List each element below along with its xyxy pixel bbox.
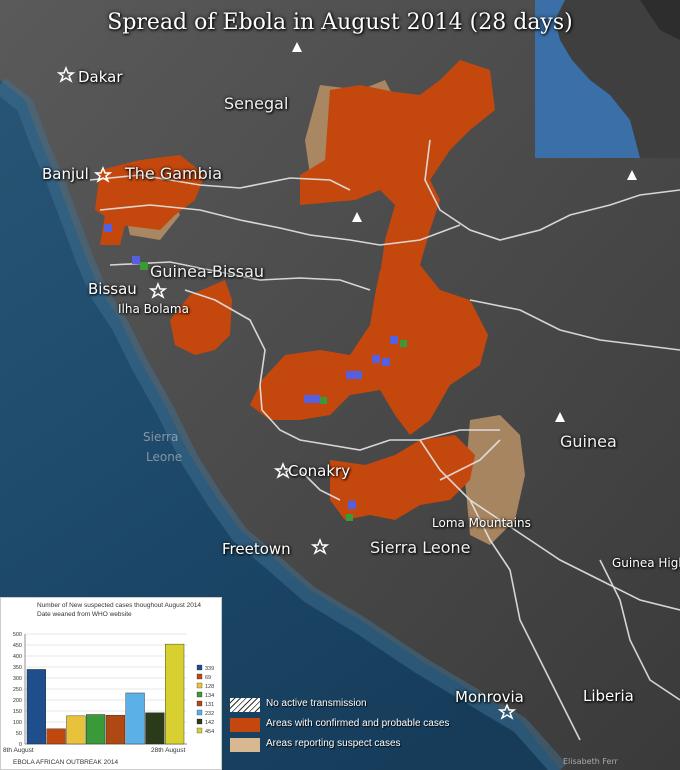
chart-svg: 0 50 100 150 200 250 300 350 400 450 500 339 69 128 13… xyxy=(13,632,214,748)
city-star-icons xyxy=(56,65,517,720)
chart-bar xyxy=(165,643,185,745)
chart-bar xyxy=(105,714,125,745)
label-dakar: Dakar xyxy=(78,68,123,86)
legend-swatch-suspect xyxy=(230,738,260,752)
label-guinea-high: Guinea High xyxy=(612,556,680,570)
chart-legend-swatch xyxy=(196,664,203,671)
chart-bar xyxy=(46,728,66,745)
map-title: Spread of Ebola in August 2014 (28 days) xyxy=(107,10,573,35)
chart-y-tick-label: 200 xyxy=(13,698,22,704)
label-ilha-bolama: Ilha Bolama xyxy=(118,302,189,316)
chart-bar xyxy=(26,669,46,745)
chart-caption: EBOLA AFRICAN OUTBREAK 2014 xyxy=(13,759,119,766)
legend-label-no-transmission: No active transmission xyxy=(266,698,367,709)
country-borders xyxy=(89,139,680,741)
chart-y-tick-label: 400 xyxy=(13,654,22,660)
label-bissau: Bissau xyxy=(88,280,137,298)
label-sierra-leone: Sierra Leone xyxy=(370,538,471,557)
chart-legend-swatch xyxy=(196,718,203,725)
case-markers xyxy=(104,224,407,521)
chart-legend-label: 454 xyxy=(205,729,214,735)
chart-legend-swatch xyxy=(196,709,203,716)
chart-legend-label: 232 xyxy=(205,711,214,717)
chart-legend-swatch xyxy=(196,727,203,734)
legend-label-suspect: Areas reporting suspect cases xyxy=(266,738,401,749)
chart-bar xyxy=(145,712,165,745)
label-guinea-bissau: Guinea-Bissau xyxy=(150,262,265,281)
chart-y-tick-label: 350 xyxy=(13,665,22,671)
chart-y-tick-label: 450 xyxy=(13,643,22,649)
label-banjul: Banjul xyxy=(42,165,89,183)
label-monrovia: Monrovia xyxy=(455,688,524,706)
chart-y-tick-label: 250 xyxy=(13,687,22,693)
chart-x-start-label: 8th August xyxy=(3,747,34,754)
chart-y-tick-label: 300 xyxy=(13,676,22,682)
chart-legend-swatch xyxy=(196,682,203,689)
confirmed-areas xyxy=(95,60,495,520)
chart-legend-label: 128 xyxy=(205,684,214,690)
label-loma-mountains: Loma Mountains xyxy=(432,516,531,530)
legend-label-confirmed: Areas with confirmed and probable cases xyxy=(266,718,450,729)
label-freetown: Freetown xyxy=(222,540,291,558)
chart-x-end-label: 28th August xyxy=(151,747,186,754)
label-gambia: The Gambia xyxy=(125,164,223,183)
chart-legend-label: 134 xyxy=(205,693,214,699)
chart-y-tick-label: 150 xyxy=(13,709,22,715)
chart-y-tick-label: 0 xyxy=(19,742,22,748)
label-leone-faint: Leone xyxy=(146,450,183,464)
chart-bar xyxy=(86,714,106,745)
mountain-icons xyxy=(292,42,637,422)
chart-legend-label: 142 xyxy=(205,720,214,726)
chart-y-tick-label: 500 xyxy=(13,632,22,638)
chart-title: Number of New suspected cases thoughout … xyxy=(37,602,202,609)
chart-y-tick-label: 50 xyxy=(16,731,22,737)
chart-bar xyxy=(66,715,86,745)
cases-chart-panel: Number of New suspected cases thoughout … xyxy=(0,597,222,770)
legend-swatch-hatch xyxy=(230,698,260,712)
inset-map xyxy=(535,0,680,158)
chart-legend-swatch xyxy=(196,673,203,680)
label-guinea: Guinea xyxy=(560,432,617,451)
legend-swatch-confirmed xyxy=(230,718,260,732)
chart-subtitle: Date weaned from WHO website xyxy=(37,611,132,618)
chart-legend-swatch xyxy=(196,700,203,707)
chart-bar xyxy=(125,692,145,745)
label-conakry: Conakry xyxy=(288,462,351,480)
chart-legend-label: 131 xyxy=(205,702,214,708)
label-sierra-faint: Sierra xyxy=(143,430,179,444)
chart-y-tick-label: 100 xyxy=(13,720,22,726)
label-liberia: Liberia xyxy=(583,687,634,705)
chart-legend-label: 69 xyxy=(205,675,211,681)
chart-legend-swatch xyxy=(196,691,203,698)
label-senegal: Senegal xyxy=(224,94,289,113)
chart-legend-label: 339 xyxy=(205,666,214,672)
coast-shelf xyxy=(0,77,567,770)
credit-text: Elisabeth Ferr xyxy=(563,757,618,766)
